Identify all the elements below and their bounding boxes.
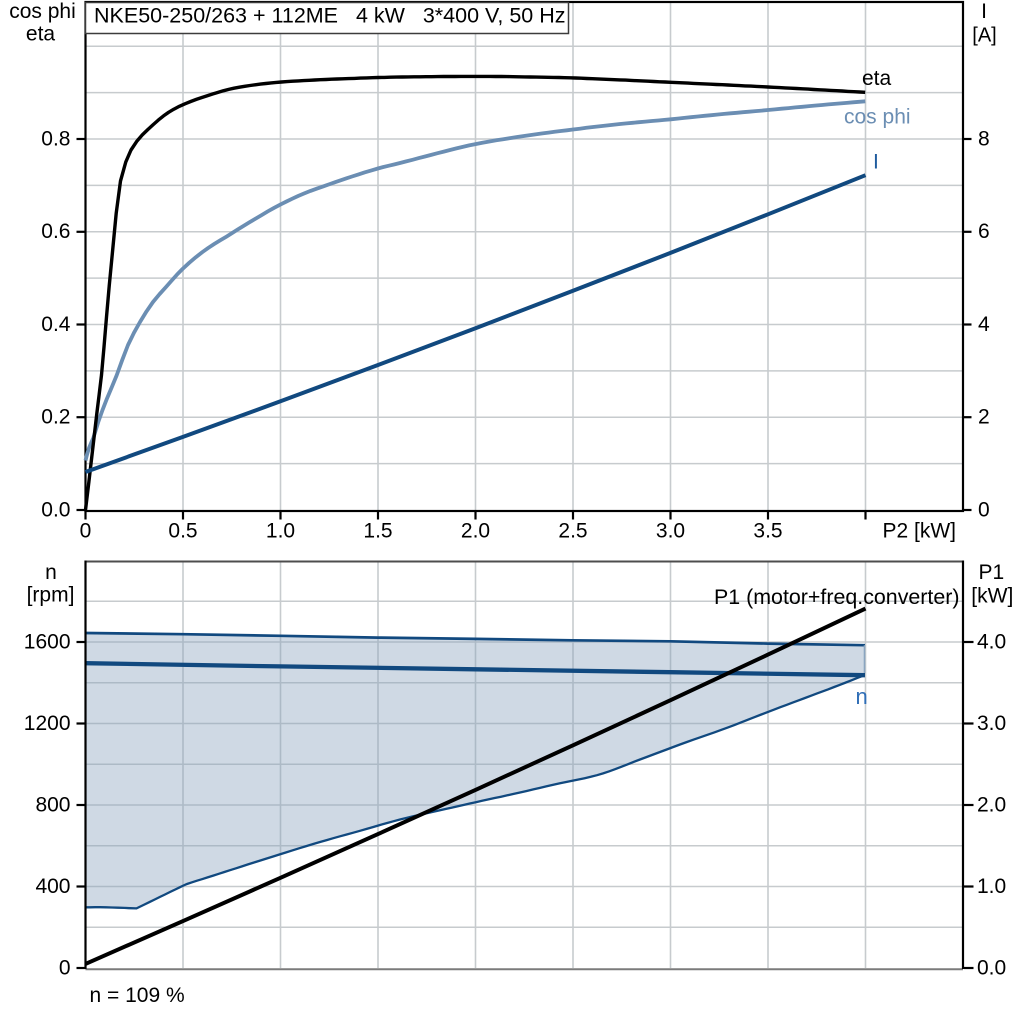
svg-text:0.8: 0.8 xyxy=(41,127,70,150)
svg-text:4.0: 4.0 xyxy=(977,630,1006,653)
svg-text:2.0: 2.0 xyxy=(977,793,1006,816)
svg-text:eta: eta xyxy=(26,23,56,46)
svg-text:3.0: 3.0 xyxy=(977,712,1006,735)
svg-text:1.0: 1.0 xyxy=(266,520,295,543)
svg-text:0.5: 0.5 xyxy=(168,520,197,543)
svg-text:0.0: 0.0 xyxy=(977,956,1006,979)
svg-text:2: 2 xyxy=(978,406,990,429)
svg-text:0.2: 0.2 xyxy=(41,406,70,429)
svg-text:n = 109 %: n = 109 % xyxy=(90,984,185,1007)
svg-text:P1: P1 xyxy=(979,561,1005,584)
svg-text:I: I xyxy=(981,0,987,23)
svg-text:0.6: 0.6 xyxy=(41,220,70,243)
svg-text:n: n xyxy=(45,561,57,584)
svg-text:NKE50-250/263 + 112ME 4 kW: NKE50-250/263 + 112ME 4 kW 3*400 V, 50 H… xyxy=(94,4,566,28)
svg-text:1600: 1600 xyxy=(24,630,71,653)
svg-text:[rpm]: [rpm] xyxy=(27,584,75,607)
svg-text:1.5: 1.5 xyxy=(363,520,392,543)
svg-text:2.5: 2.5 xyxy=(558,520,587,543)
svg-text:0: 0 xyxy=(80,520,92,543)
svg-text:2.0: 2.0 xyxy=(461,520,490,543)
svg-text:800: 800 xyxy=(35,793,70,816)
svg-text:6: 6 xyxy=(978,220,990,243)
svg-text:n: n xyxy=(856,684,868,709)
svg-text:3.0: 3.0 xyxy=(656,520,685,543)
svg-text:0: 0 xyxy=(59,956,71,979)
svg-text:I: I xyxy=(873,151,879,174)
svg-text:[A]: [A] xyxy=(972,25,996,47)
svg-text:0.4: 0.4 xyxy=(41,313,71,336)
svg-text:cos phi: cos phi xyxy=(9,0,76,23)
svg-text:eta: eta xyxy=(862,67,892,90)
svg-text:P1 (motor+freq.converter): P1 (motor+freq.converter) xyxy=(714,585,960,609)
svg-text:cos phi: cos phi xyxy=(844,106,911,129)
svg-text:8: 8 xyxy=(978,127,990,150)
svg-text:400: 400 xyxy=(35,875,70,898)
svg-text:0.0: 0.0 xyxy=(41,498,70,521)
svg-text:1.0: 1.0 xyxy=(977,875,1006,898)
svg-text:0: 0 xyxy=(978,498,990,521)
svg-text:1200: 1200 xyxy=(24,712,71,735)
svg-text:[kW]: [kW] xyxy=(971,585,1013,608)
svg-text:3.5: 3.5 xyxy=(753,520,782,543)
svg-text:P2 [kW]: P2 [kW] xyxy=(882,520,956,543)
svg-text:4: 4 xyxy=(978,313,990,336)
